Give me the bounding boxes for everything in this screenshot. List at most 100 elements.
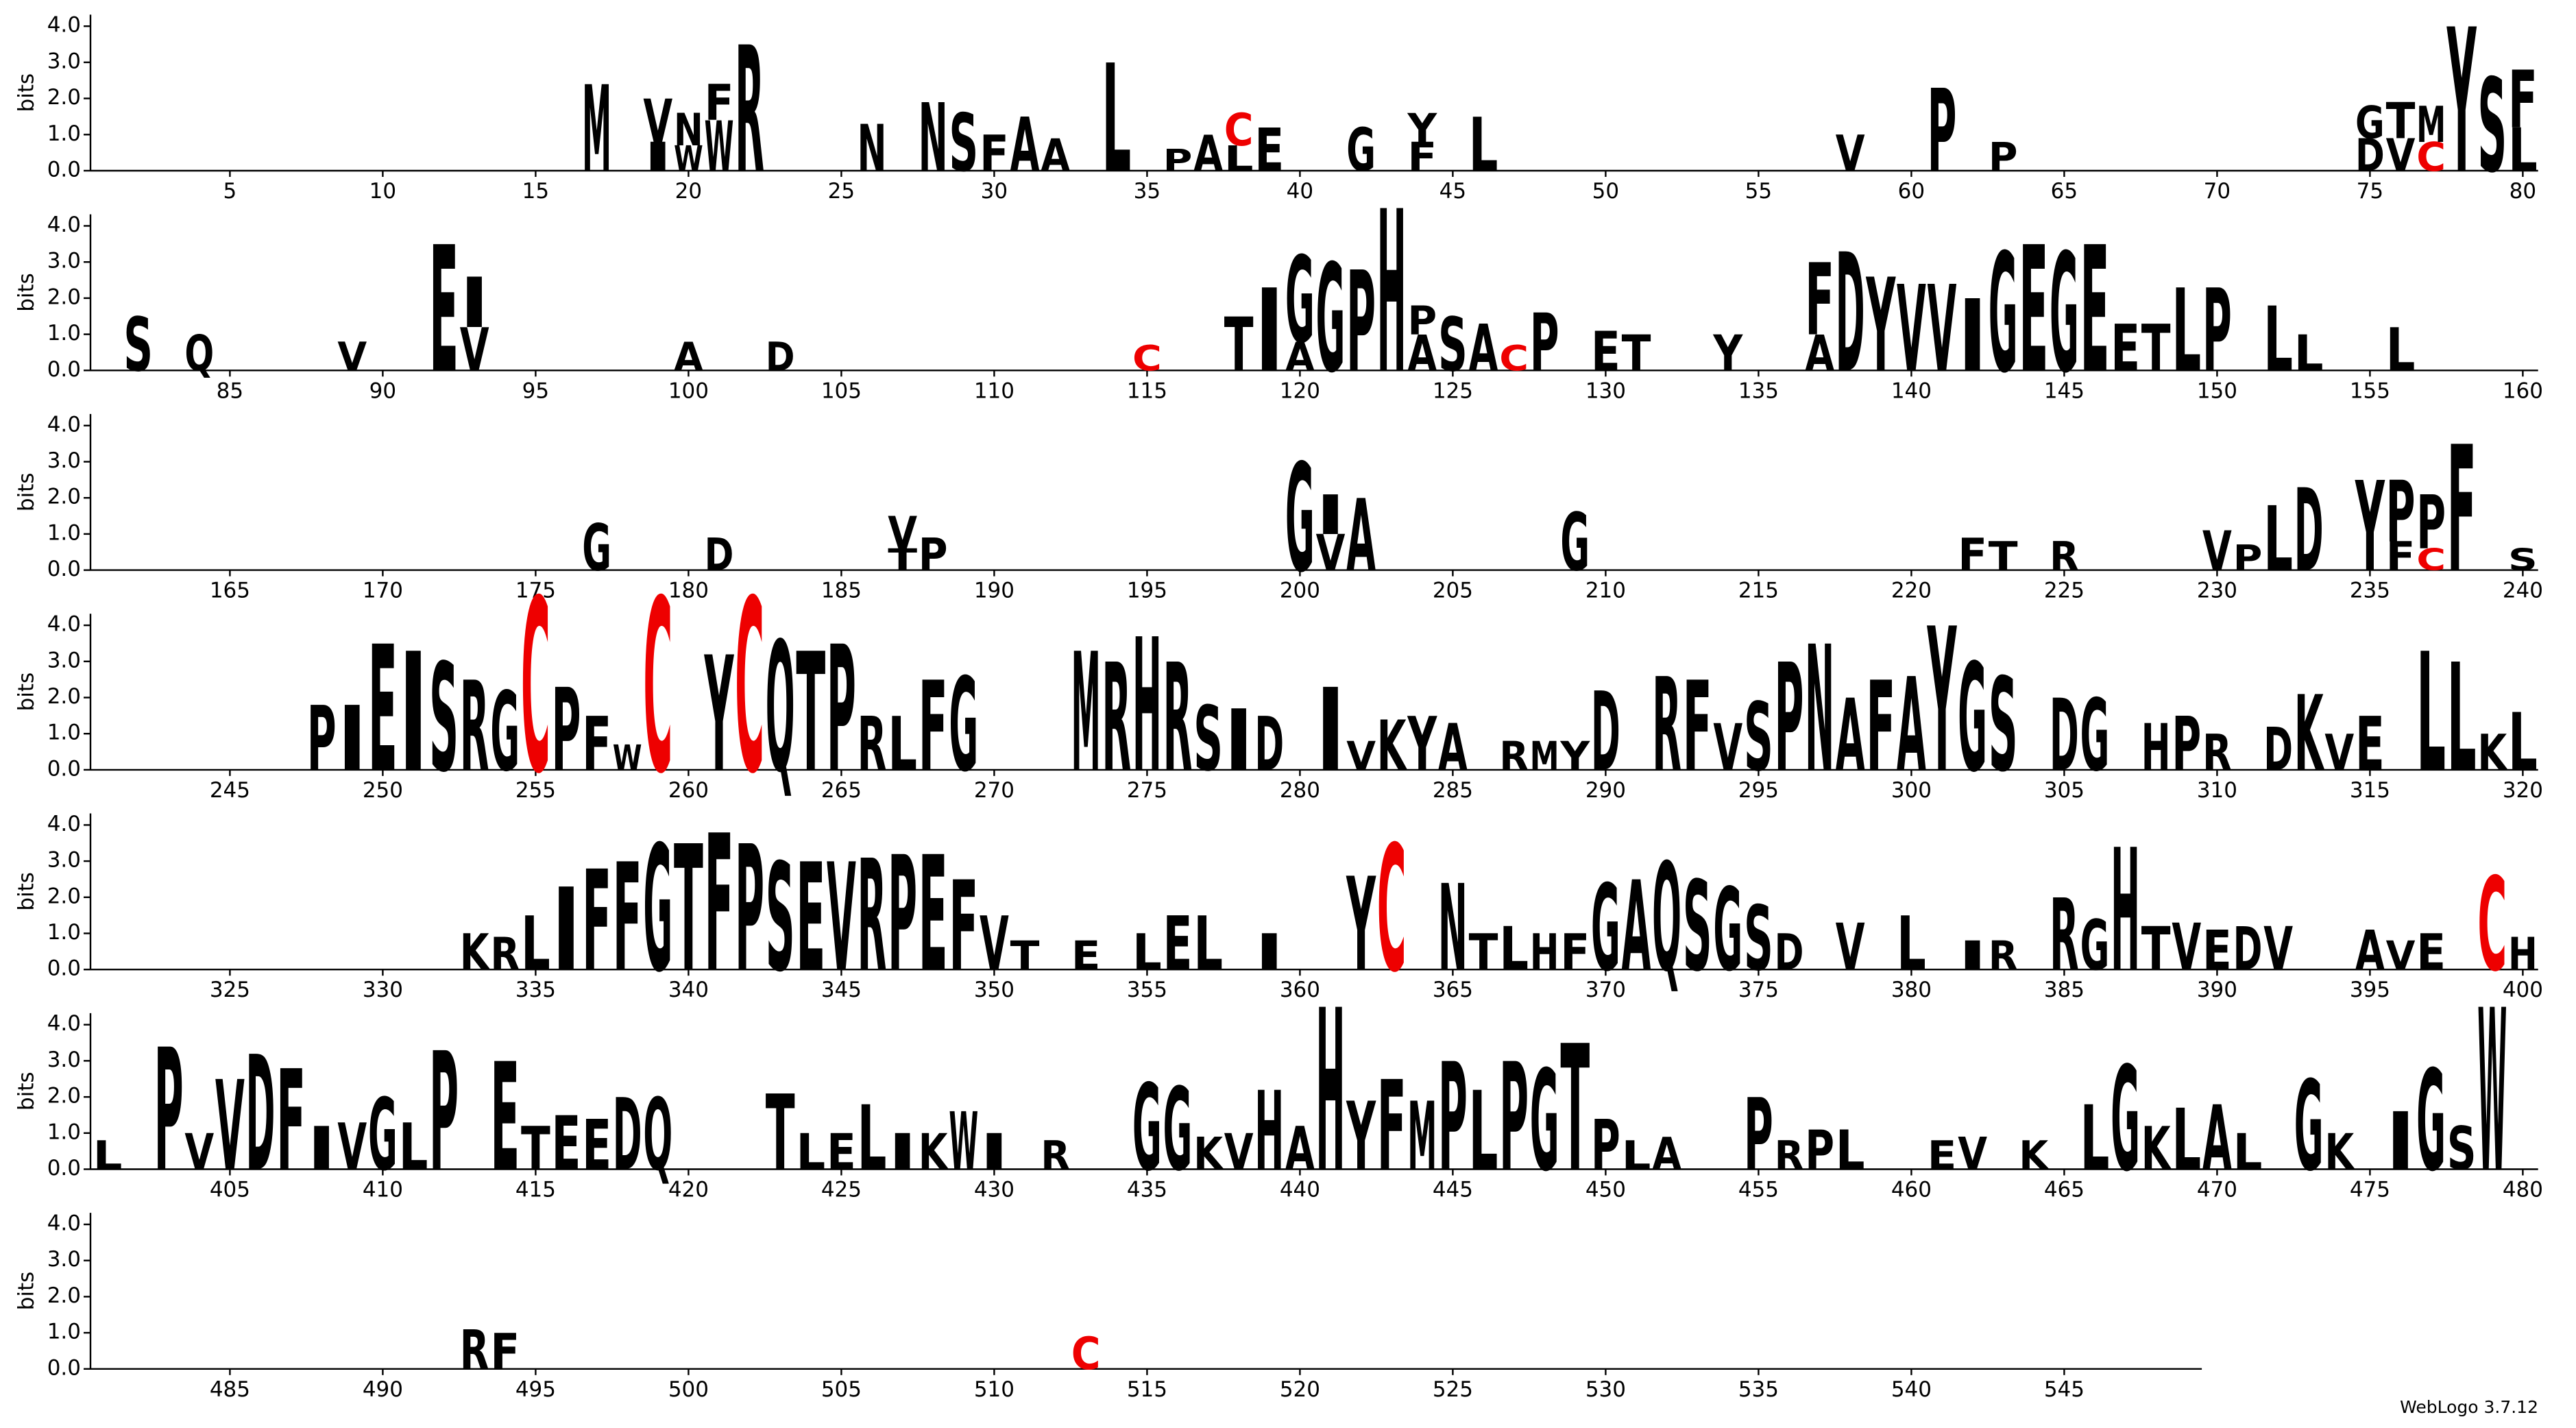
- logo-letter: T: [521, 1115, 550, 1184]
- y-axis-label: bits: [14, 673, 39, 712]
- logo-letter: A: [2202, 1087, 2232, 1191]
- logo-letter: F: [276, 1041, 306, 1202]
- x-tick-label: 120: [1280, 378, 1320, 403]
- logo-letter: Q: [766, 604, 795, 812]
- y-tick-label: 4.0: [47, 812, 81, 836]
- logo-letter: T: [2141, 916, 2171, 984]
- logo-letter: G: [2294, 1054, 2324, 1199]
- x-tick-label: 500: [668, 1377, 709, 1402]
- x-tick-label: 80: [2510, 179, 2536, 204]
- x-tick-label: 5: [223, 179, 237, 204]
- x-tick-label: 385: [2044, 978, 2085, 1002]
- logo-letter: V: [1346, 734, 1376, 779]
- x-tick-label: 290: [1585, 778, 1626, 803]
- logo-letter: P: [1775, 632, 1804, 805]
- logo-letter: A: [1010, 103, 1040, 189]
- logo-letter: P: [2172, 702, 2201, 788]
- logo-letter: A: [1407, 324, 1437, 382]
- logo-letter: Y: [1407, 105, 1437, 151]
- x-tick-label: 485: [210, 1377, 250, 1402]
- logo-letter: I: [399, 619, 428, 809]
- x-tick-label: 335: [515, 978, 556, 1002]
- x-tick-label: 420: [668, 1178, 709, 1202]
- logo-letter: G: [1713, 863, 1742, 996]
- logo-letter: C: [1071, 1328, 1101, 1380]
- y-tick-label: 4.0: [47, 1011, 81, 1036]
- logo-letter: A: [1285, 1115, 1315, 1184]
- logo-letter: G: [2355, 97, 2385, 149]
- logo-letter: L: [2263, 487, 2293, 592]
- x-tick-label: 30: [981, 179, 1008, 204]
- logo-letter: E: [1928, 1133, 1957, 1178]
- logo-letter: C: [735, 550, 764, 827]
- logo-letter: L: [1132, 923, 1162, 981]
- logo-letter: G: [1346, 117, 1376, 185]
- logo-letter: P: [888, 823, 917, 1007]
- y-tick-label: 1.0: [47, 1120, 81, 1144]
- x-tick-label: 305: [2044, 778, 2085, 803]
- logo-letter: R: [1775, 1133, 1804, 1178]
- x-tick-label: 405: [210, 1178, 250, 1202]
- y-tick-label: 1.0: [47, 520, 81, 545]
- x-tick-label: 190: [974, 579, 1014, 603]
- x-tick-label: 165: [210, 579, 250, 603]
- logo-letter: Y: [1866, 252, 1896, 402]
- logo-letter: A: [1041, 130, 1070, 182]
- x-tick-label: 25: [828, 179, 855, 204]
- logo-letter: L: [888, 702, 917, 788]
- x-tick-label: 195: [1127, 579, 1167, 603]
- logo-letter: I: [1958, 279, 1987, 394]
- x-tick-label: 155: [2350, 378, 2390, 403]
- y-tick-label: 4.0: [47, 213, 81, 237]
- logo-letter: V: [1928, 261, 1957, 399]
- logo-letter: C: [643, 550, 672, 827]
- logo-letter: L: [1897, 902, 1926, 988]
- logo-letter: L: [2263, 287, 2293, 391]
- y-tick-label: 4.0: [47, 1211, 81, 1236]
- logo-letter: D: [1254, 702, 1284, 788]
- logo-letter: L: [2294, 324, 2324, 382]
- x-tick-label: 95: [522, 378, 549, 403]
- x-tick-label: 320: [2503, 778, 2543, 803]
- logo-letter: F: [490, 1323, 520, 1381]
- logo-letter: F: [980, 125, 1009, 182]
- logo-letter: K: [919, 1124, 949, 1181]
- logo-letter: D: [613, 1078, 642, 1194]
- logo-letter: V: [2324, 724, 2354, 782]
- logo-letter: L: [1193, 902, 1223, 988]
- logo-letter: I: [1254, 923, 1284, 981]
- x-tick-label: 275: [1127, 778, 1167, 803]
- logo-letter: I: [888, 1124, 917, 1181]
- logo-letter: P: [552, 664, 581, 797]
- logo-letter: Y: [1927, 585, 1957, 816]
- logo-letter: H: [1132, 601, 1162, 814]
- logo-letter: V: [1958, 1128, 1987, 1180]
- x-tick-label: 55: [1745, 179, 1772, 204]
- logo-letter: T: [1224, 303, 1254, 389]
- logo-letter: F: [919, 655, 948, 799]
- logo-letter: S: [2447, 1115, 2477, 1184]
- logo-letter: T: [1622, 324, 1651, 382]
- logo-letter: K: [460, 923, 491, 981]
- x-tick-label: 355: [1127, 978, 1167, 1002]
- logo-letter: Y: [1407, 702, 1438, 788]
- logo-letter: P: [429, 1019, 459, 1209]
- logo-letter: L: [399, 1110, 428, 1185]
- logo-letter: G: [1591, 860, 1620, 998]
- x-tick-label: 10: [369, 179, 396, 204]
- logo-letter: E: [2080, 210, 2110, 411]
- logo-letter: E: [2355, 702, 2385, 788]
- x-tick-label: 60: [1898, 179, 1925, 204]
- logo-letter: R: [490, 928, 520, 980]
- logo-letter: I: [1316, 485, 1346, 548]
- logo-letter: R: [1102, 632, 1131, 805]
- logo-letter: L: [2172, 1091, 2201, 1189]
- logo-letter: L: [1622, 1133, 1651, 1178]
- logo-letter: P: [919, 529, 948, 581]
- logo-letter: D: [1775, 923, 1804, 981]
- x-tick-label: 280: [1280, 778, 1320, 803]
- logo-letter: D: [2355, 130, 2385, 182]
- logo-letter: G: [490, 670, 520, 796]
- logo-letter: L: [1499, 916, 1529, 984]
- x-tick-label: 315: [2350, 778, 2390, 803]
